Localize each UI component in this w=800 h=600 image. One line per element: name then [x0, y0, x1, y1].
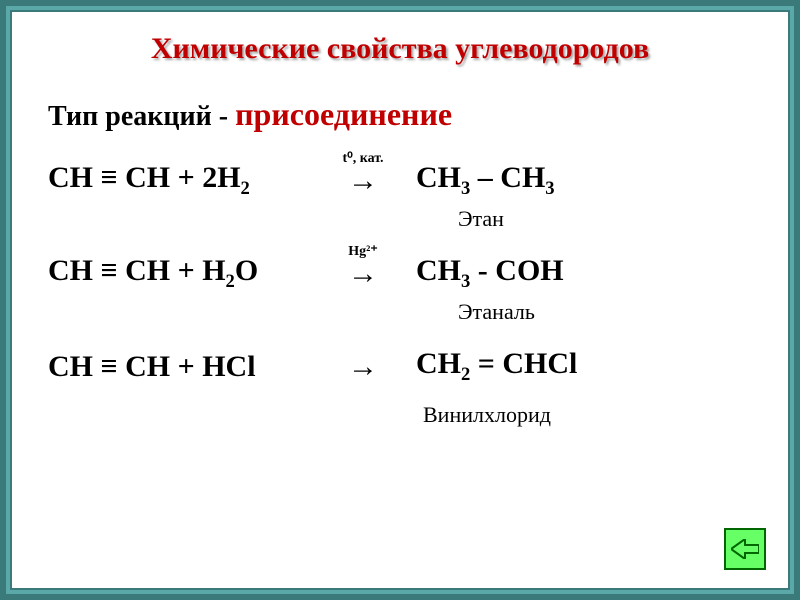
eq1-condition: t⁰, кат. [328, 150, 398, 167]
eq1-lhs-sub: 2 [241, 178, 250, 199]
back-arrow-icon [731, 539, 759, 559]
eq1-rhs-b-sub: 3 [545, 178, 554, 199]
eq2-rhs-a-sub: 3 [461, 271, 470, 292]
eq3-rhs-b: = CHCl [470, 347, 577, 380]
eq3-rhs-a: CH [416, 347, 461, 380]
content-area: Химические свойства углеводородов Тип ре… [10, 10, 790, 590]
eq1-lhs: CH ≡ CH + 2H2 [48, 161, 328, 200]
reaction-type-value: присоединение [235, 96, 452, 132]
eq3-rhs: CH2 = CHCl [416, 347, 577, 386]
eq1-arrow: → [348, 164, 378, 197]
eq1-product-name: Этан [458, 206, 752, 232]
eq2-lhs-a: CH ≡ CH + H [48, 254, 226, 287]
eq2-rhs-b: - COH [470, 254, 563, 287]
eq2-lhs-b: O [235, 254, 258, 287]
eq2-lhs: CH ≡ CH + H2O [48, 254, 328, 293]
eq3-rhs-a-sub: 2 [461, 364, 470, 385]
eq2-rhs: CH3 - COH [416, 254, 564, 293]
eq1-lhs-text: CH ≡ CH + 2H [48, 161, 241, 194]
reaction-type-label: Тип реакций - [48, 101, 235, 132]
reaction-type-line: Тип реакций - присоединение [48, 96, 752, 133]
equation-3: CH ≡ CH + HCl → CH2 = CHCl [48, 347, 752, 386]
equation-2: CH ≡ CH + H2O Hg²⁺ → CH3 - COH [48, 254, 752, 293]
eq3-lhs: CH ≡ CH + HCl [48, 350, 328, 384]
eq1-rhs-a-sub: 3 [461, 178, 470, 199]
eq3-arrow: → [348, 350, 378, 383]
eq1-rhs-a: CH [416, 161, 461, 194]
eq2-product-name: Этаналь [458, 299, 752, 325]
equation-1: CH ≡ CH + 2H2 t⁰, кат. → CH3 – CH3 [48, 161, 752, 200]
page-title: Химические свойства углеводородов [48, 32, 752, 66]
eq2-lhs-sub: 2 [226, 271, 235, 292]
back-button[interactable] [724, 528, 766, 570]
eq3-product-name: Винилхлорид [423, 402, 752, 428]
eq1-rhs: CH3 – CH3 [416, 161, 555, 200]
mid-frame: Химические свойства углеводородов Тип ре… [6, 6, 794, 594]
eq2-rhs-a: CH [416, 254, 461, 287]
outer-frame: Химические свойства углеводородов Тип ре… [0, 0, 800, 600]
eq3-arrow-cell: → [328, 350, 398, 384]
eq2-arrow-cell: Hg²⁺ → [328, 257, 398, 291]
eq2-arrow: → [348, 257, 378, 290]
eq1-arrow-cell: t⁰, кат. → [328, 164, 398, 198]
eq1-rhs-mid: – CH [470, 161, 545, 194]
eq2-condition: Hg²⁺ [328, 243, 398, 260]
